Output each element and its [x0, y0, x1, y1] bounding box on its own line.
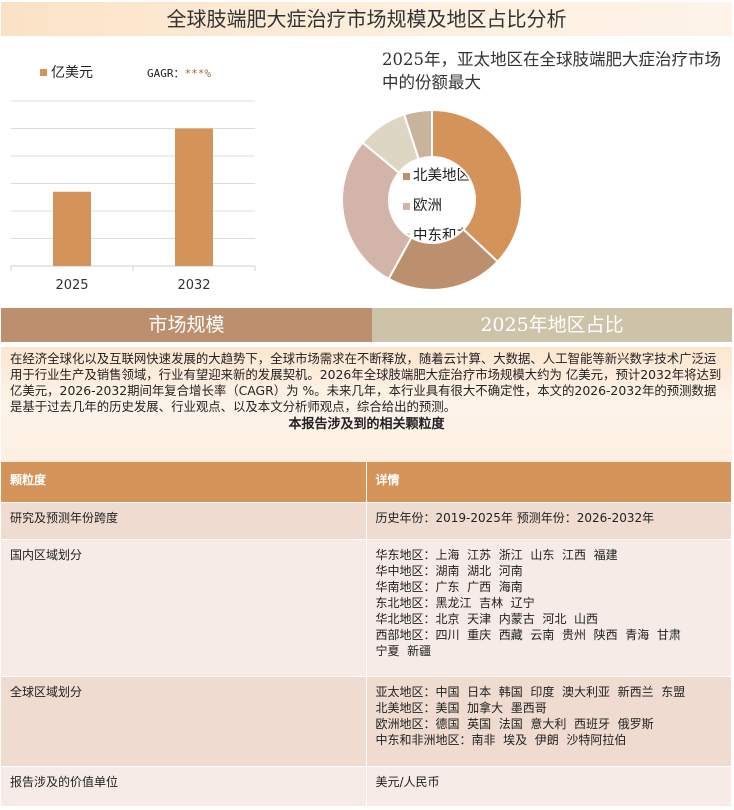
detail-line: 北美地区：美国 加拿大 墨西哥	[375, 700, 547, 715]
row-label: 国内区域划分	[1, 539, 367, 677]
x-tick-label: 2032	[177, 278, 210, 293]
x-tick-label: 2025	[55, 278, 88, 293]
legend-swatch	[403, 173, 410, 180]
table-row: 报告涉及的价值单位 美元/人民币	[1, 766, 732, 807]
donut-slice-4	[402, 108, 433, 161]
detail-line: 亚太地区：中国 日本 韩国 印度 澳大利亚 新西兰 东盟	[375, 684, 686, 699]
detail-line: 华北地区：北京 天津 内蒙古 河北 山西	[375, 611, 599, 626]
detail-line: 西部地区：四川 重庆 西藏 云南 贵州 陕西 青海 甘肃	[375, 627, 681, 642]
section-region-share: 2025年地区占比	[372, 308, 732, 342]
detail-line: 历史年份：2019-2025年 预测年份：2026-2032年	[375, 510, 655, 525]
row-details: 历史年份：2019-2025年 预测年份：2026-2032年	[366, 502, 732, 540]
row-details: 华东地区：上海 江苏 浙江 山东 江西 福建 华中地区：湖南 湖北 河南 华南地区：…	[366, 539, 732, 677]
bar-chart: 2025 2032	[10, 100, 256, 293]
table-heading: 本报告涉及到的相关颗粒度	[288, 417, 445, 432]
detail-line: 东北地区：黑龙江 吉林 辽宁	[375, 595, 535, 610]
donut-slice-2	[341, 141, 413, 281]
header-details: 详情	[366, 462, 732, 503]
row-details: 亚太地区：中国 日本 韩国 印度 澳大利亚 新西兰 东盟 北美地区：美国 加拿大 …	[366, 676, 732, 767]
legend-label: 亿美元	[51, 65, 93, 81]
gagr-text: GAGR：	[147, 67, 185, 80]
donut-slice-1	[387, 228, 500, 291]
gagr-label: GAGR：***%	[147, 65, 211, 81]
bar-2032	[175, 128, 213, 266]
intro-text: 在经济全球化以及互联网快速发展的大趋势下，全球市场需求在不断释放，随着云计算、大…	[10, 351, 722, 414]
intro-panel: 在经济全球化以及互联网快速发展的大趋势下，全球市场需求在不断释放，随着云计算、大…	[1, 347, 732, 462]
header-granularity: 颗粒度	[1, 462, 367, 503]
detail-line: 华东地区：上海 江苏 浙江 山东 江西 福建	[375, 547, 618, 562]
legend-item: 北美地区	[403, 166, 483, 186]
bar-legend: 亿美元	[40, 62, 93, 82]
gagr-value: ***%	[184, 67, 212, 80]
donut-chart	[341, 108, 523, 291]
detail-line: 宁夏 新疆	[375, 643, 432, 658]
page-title: 全球肢端肥大症治疗市场规模及地区占比分析	[1, 2, 732, 36]
detail-line: 中东和非洲地区：南非 埃及 伊朗 沙特阿拉伯	[375, 732, 627, 747]
pie-title: 2025年，亚太地区在全球肢端肥大症治疗市场中的份额最大	[382, 50, 721, 92]
granularity-table: 颗粒度 详情 研究及预测年份跨度 历史年份：2019-2025年 预测年份：202…	[1, 462, 732, 807]
detail-line: 华南地区：广东 广西 海南	[375, 579, 523, 594]
legend-swatch	[403, 203, 410, 210]
section-market-size: 市场规模	[1, 308, 372, 342]
legend-item: 欧洲	[403, 196, 483, 216]
table-row: 国内区域划分 华东地区：上海 江苏 浙江 山东 江西 福建 华中地区：湖南 湖北 河…	[1, 539, 732, 677]
bar-2025	[53, 191, 91, 266]
row-label: 报告涉及的价值单位	[1, 766, 367, 807]
legend-swatch	[40, 68, 47, 76]
row-label: 研究及预测年份跨度	[1, 502, 367, 540]
legend-label: 北美地区	[413, 168, 471, 184]
legend-label: 欧洲	[413, 198, 442, 214]
table-row: 全球区域划分 亚太地区：中国 日本 韩国 印度 澳大利亚 新西兰 东盟 北美地区：美…	[1, 676, 732, 767]
detail-line: 华中地区：湖南 湖北 河南	[375, 563, 523, 578]
detail-line: 欧洲地区：德国 英国 法国 意大利 西班牙 俄罗斯	[375, 716, 654, 731]
row-label: 全球区域划分	[1, 676, 367, 767]
detail-line: 美元/人民币	[375, 774, 440, 789]
table-header: 颗粒度 详情	[1, 462, 732, 503]
row-details: 美元/人民币	[366, 766, 732, 807]
donut-slice-0	[431, 108, 523, 264]
table-row: 研究及预测年份跨度 历史年份：2019-2025年 预测年份：2026-2032年	[1, 502, 732, 540]
